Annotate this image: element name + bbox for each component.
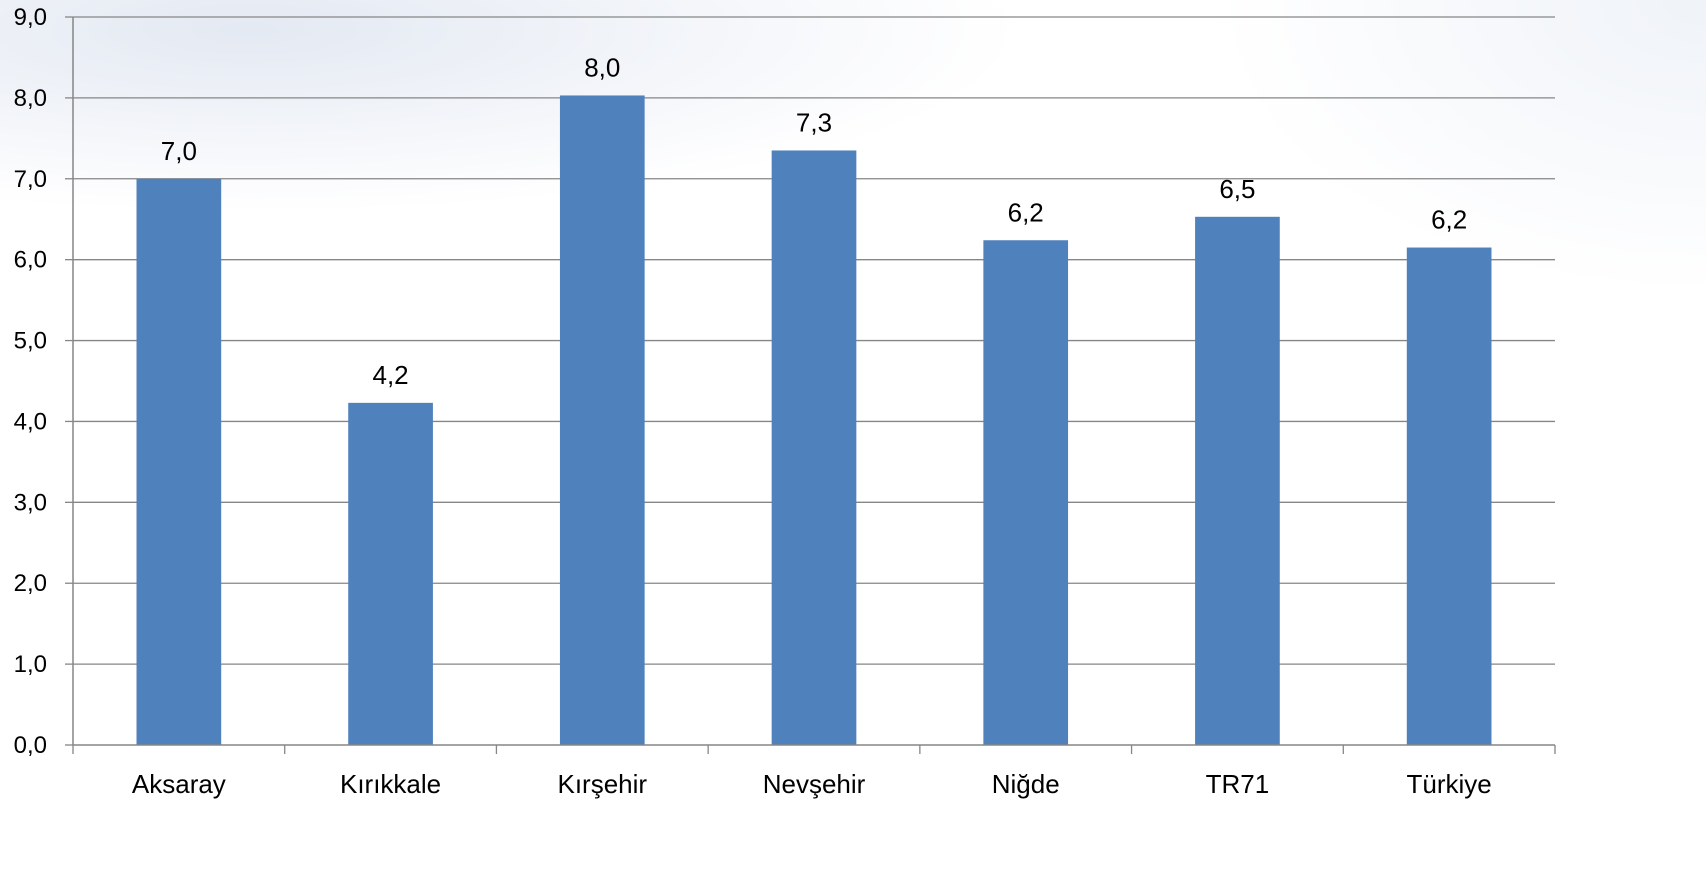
y-tick-label: 7,0: [14, 166, 47, 193]
data-label: 6,2: [1431, 205, 1467, 235]
y-axis-tick-labels: 0,0 1,0 2,0 3,0 4,0 5,0 6,0 7,0 8,0 9,0: [14, 4, 47, 759]
bar: [559, 95, 645, 745]
bar: [771, 150, 857, 745]
y-tick-label: 3,0: [14, 489, 47, 516]
x-category-label: Niğde: [992, 769, 1060, 799]
data-labels: 7,0 4,2 8,0 7,3 6,2 6,5 6,2: [161, 52, 1467, 389]
data-label: 6,5: [1219, 174, 1255, 204]
y-tick-label: 2,0: [14, 570, 47, 597]
data-label: 6,2: [1008, 197, 1044, 227]
x-category-label: Türkiye: [1407, 769, 1492, 799]
bar: [136, 178, 222, 745]
y-tick-label: 1,0: [14, 651, 47, 678]
x-category-label: Kırşehir: [557, 769, 647, 799]
data-label: 4,2: [372, 360, 408, 390]
y-tick-label: 4,0: [14, 408, 47, 435]
axes: [65, 16, 1556, 754]
y-tick-label: 6,0: [14, 247, 47, 274]
bars: [136, 95, 1492, 746]
x-category-label: Nevşehir: [763, 769, 866, 799]
bar: [348, 402, 433, 745]
x-category-label: Aksaray: [132, 769, 226, 799]
data-label: 8,0: [584, 52, 620, 82]
data-label: 7,3: [796, 107, 832, 137]
bar: [1195, 216, 1280, 746]
x-category-label: Kırıkkale: [340, 769, 441, 799]
x-category-label: TR71: [1206, 769, 1270, 799]
y-tick-label: 8,0: [14, 85, 47, 112]
y-tick-label: 0,0: [14, 732, 47, 759]
y-tick-label: 9,0: [14, 4, 47, 31]
y-tick-label: 5,0: [14, 328, 47, 355]
data-label: 7,0: [161, 136, 197, 166]
bar: [983, 240, 1069, 745]
bar: [1406, 247, 1492, 746]
x-axis-category-labels: Aksaray Kırıkkale Kırşehir Nevşehir Niğde TR7…: [132, 769, 1492, 799]
